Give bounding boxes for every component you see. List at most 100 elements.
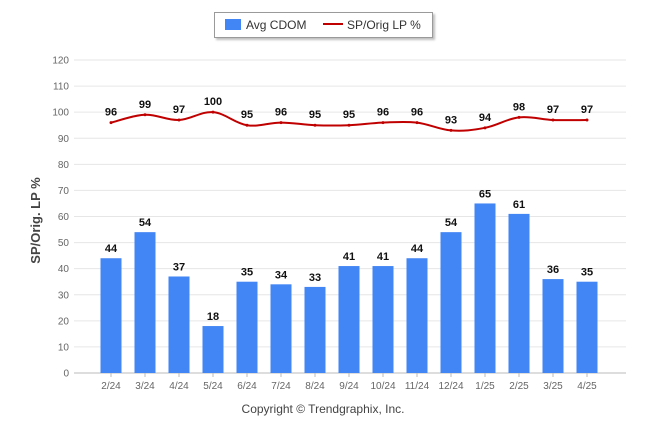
y-tick-label: 40 bbox=[58, 264, 70, 275]
bar-series bbox=[100, 203, 598, 373]
y-tick-label: 20 bbox=[58, 316, 70, 327]
bar bbox=[440, 232, 462, 373]
x-tick-label: 9/24 bbox=[339, 381, 359, 392]
legend-item-avg-cdom[interactable]: Avg CDOM bbox=[225, 18, 306, 32]
bar bbox=[474, 203, 496, 373]
line-series bbox=[109, 110, 589, 132]
line-value-label: 96 bbox=[105, 107, 117, 119]
x-tick-label: 5/24 bbox=[203, 381, 223, 392]
line-value-label: 96 bbox=[411, 107, 423, 119]
legend-line-label: SP/Orig LP % bbox=[347, 18, 421, 32]
y-tick-label: 120 bbox=[52, 56, 69, 67]
bar bbox=[338, 266, 360, 373]
bar-value-label: 44 bbox=[411, 243, 424, 255]
line-value-label: 97 bbox=[547, 104, 559, 116]
line-point bbox=[245, 123, 249, 127]
line-point bbox=[279, 121, 283, 125]
y-tick-label: 30 bbox=[58, 290, 70, 301]
y-axis-ticks: 0 10 20 30 40 50 60 70 80 90 100 110 120 bbox=[52, 56, 69, 380]
line-value-label: 100 bbox=[204, 96, 222, 108]
bar-data-labels: 44 54 37 18 35 34 33 41 41 44 54 65 61 36 35 bbox=[105, 188, 593, 323]
line-value-label: 94 bbox=[479, 112, 492, 124]
copyright-footer: Copyright © Trendgraphix, Inc. bbox=[241, 402, 405, 416]
line-value-label: 96 bbox=[377, 107, 389, 119]
y-tick-label: 50 bbox=[58, 238, 70, 249]
x-tick-label: 4/24 bbox=[169, 381, 189, 392]
bar-value-label: 41 bbox=[377, 251, 389, 263]
line-point bbox=[143, 113, 147, 117]
y-tick-label: 0 bbox=[63, 369, 69, 380]
line-value-label: 99 bbox=[139, 99, 151, 111]
bar bbox=[270, 284, 292, 373]
line-point bbox=[517, 115, 521, 119]
line-value-label: 95 bbox=[241, 109, 253, 121]
x-tick-label: 2/24 bbox=[101, 381, 121, 392]
line-value-label: 97 bbox=[581, 104, 593, 116]
y-axis-label: SP/Orig. LP % bbox=[28, 177, 43, 264]
x-axis-ticks: 2/24 3/24 4/24 5/24 6/24 7/24 8/24 9/24 10/24 11/… bbox=[101, 373, 597, 392]
line-point bbox=[449, 128, 453, 132]
bar-value-label: 54 bbox=[139, 217, 152, 229]
bar-value-label: 36 bbox=[547, 264, 559, 276]
bar bbox=[406, 258, 428, 373]
x-tick-label: 3/24 bbox=[135, 381, 155, 392]
line-point bbox=[415, 121, 419, 125]
line-point bbox=[551, 118, 555, 122]
legend: Avg CDOM SP/Orig LP % bbox=[214, 12, 433, 38]
bar-value-label: 44 bbox=[105, 243, 118, 255]
y-tick-label: 90 bbox=[58, 134, 70, 145]
bar-value-label: 33 bbox=[309, 272, 321, 284]
line-data-labels: 96 99 97 100 95 96 95 95 96 96 93 94 98 97 97 bbox=[105, 96, 593, 126]
line-point bbox=[381, 121, 385, 125]
line-point bbox=[109, 121, 113, 125]
x-tick-label: 3/25 bbox=[543, 381, 563, 392]
line-value-label: 95 bbox=[343, 109, 355, 121]
x-tick-label: 7/24 bbox=[271, 381, 291, 392]
bar-value-label: 65 bbox=[479, 188, 491, 200]
x-tick-label: 12/24 bbox=[438, 381, 463, 392]
y-tick-label: 110 bbox=[53, 82, 69, 93]
bar-value-label: 34 bbox=[275, 269, 288, 281]
line-value-label: 95 bbox=[309, 109, 321, 121]
x-tick-label: 10/24 bbox=[370, 381, 395, 392]
bar bbox=[372, 266, 394, 373]
bar bbox=[576, 281, 598, 373]
line-point bbox=[313, 123, 317, 127]
y-tick-label: 10 bbox=[58, 342, 70, 353]
bar bbox=[168, 276, 190, 373]
line-point bbox=[483, 126, 487, 130]
bar-value-label: 35 bbox=[581, 267, 593, 279]
bar-value-label: 61 bbox=[513, 199, 525, 211]
x-tick-label: 8/24 bbox=[305, 381, 325, 392]
bar-value-label: 54 bbox=[445, 217, 458, 229]
legend-item-sp-orig-lp[interactable]: SP/Orig LP % bbox=[323, 18, 421, 32]
x-tick-label: 2/25 bbox=[509, 381, 529, 392]
y-tick-label: 70 bbox=[58, 186, 70, 197]
bar-value-label: 41 bbox=[343, 251, 355, 263]
bar-value-label: 35 bbox=[241, 267, 253, 279]
legend-bar-swatch bbox=[225, 19, 241, 30]
line-value-label: 98 bbox=[513, 101, 525, 113]
line-point bbox=[585, 118, 589, 122]
y-tick-label: 80 bbox=[58, 160, 70, 171]
line-value-label: 97 bbox=[173, 104, 185, 116]
bar-value-label: 18 bbox=[207, 311, 219, 323]
line-point bbox=[347, 123, 351, 127]
line-value-label: 96 bbox=[275, 107, 287, 119]
legend-line-swatch bbox=[323, 23, 343, 25]
bar bbox=[542, 279, 564, 373]
bar bbox=[236, 281, 258, 373]
x-tick-label: 4/25 bbox=[577, 381, 597, 392]
y-tick-label: 60 bbox=[58, 212, 70, 223]
bar bbox=[304, 286, 326, 373]
line-value-label: 93 bbox=[445, 114, 457, 126]
bar bbox=[508, 213, 530, 373]
x-tick-label: 1/25 bbox=[475, 381, 495, 392]
legend-bar-label: Avg CDOM bbox=[246, 18, 307, 32]
bar-value-label: 37 bbox=[173, 261, 185, 273]
y-tick-label: 100 bbox=[52, 108, 69, 119]
x-tick-label: 6/24 bbox=[237, 381, 257, 392]
line-point bbox=[211, 110, 215, 114]
line-point bbox=[177, 118, 181, 122]
